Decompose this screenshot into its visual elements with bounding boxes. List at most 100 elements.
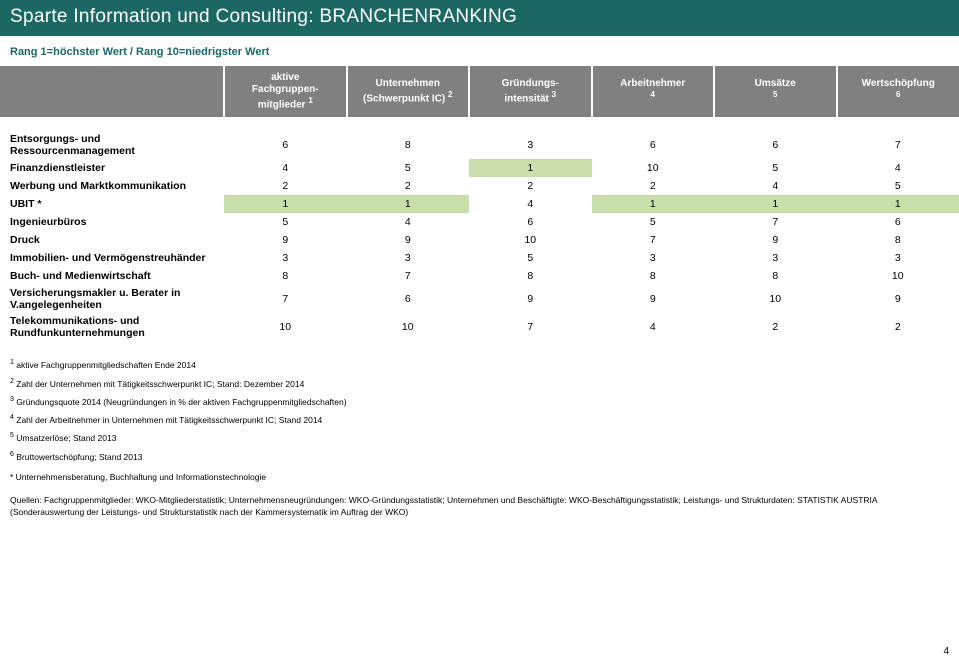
table-row: Finanzdienstleister4511054	[0, 159, 959, 177]
row-label: Finanzdienstleister	[0, 159, 224, 177]
data-cell: 9	[714, 231, 837, 249]
table-row: UBIT *114111	[0, 195, 959, 213]
data-cell: 10	[347, 313, 470, 341]
row-label: Immobilien- und Vermögenstreuhänder	[0, 249, 224, 267]
table-row: Entsorgungs- und Ressourcenmanagement683…	[0, 131, 959, 159]
row-label: Druck	[0, 231, 224, 249]
data-cell: 2	[224, 177, 347, 195]
data-cell: 8	[714, 267, 837, 285]
footnote: 4 Zahl der Arbeitnehmer in Unternehmen m…	[10, 412, 949, 427]
data-cell: 9	[837, 285, 959, 313]
row-label: Telekommunikations- und Rundfunkunterneh…	[0, 313, 224, 341]
data-cell: 1	[224, 195, 347, 213]
data-cell: 5	[224, 213, 347, 231]
page-subtitle: Rang 1=höchster Wert / Rang 10=niedrigst…	[0, 36, 959, 66]
data-cell: 1	[347, 195, 470, 213]
data-cell: 1	[837, 195, 959, 213]
data-cell: 2	[714, 313, 837, 341]
data-cell: 4	[714, 177, 837, 195]
footnote-star: * Unternehmensberatung, Buchhaltung und …	[10, 470, 949, 484]
data-cell: 8	[837, 231, 959, 249]
data-cell: 4	[592, 313, 715, 341]
table-row: Immobilien- und Vermögenstreuhänder33533…	[0, 249, 959, 267]
table-row: Versicherungsmakler u. Berater in V.ange…	[0, 285, 959, 313]
table-row: Buch- und Medienwirtschaft8788810	[0, 267, 959, 285]
footnote: 1 aktive Fachgruppenmitgliedschaften End…	[10, 357, 949, 372]
header-cell: Gründungs-intensität 3	[469, 66, 592, 117]
sources: Quellen: Fachgruppenmitglieder: WKO-Mitg…	[0, 487, 959, 518]
page-title: Sparte Information und Consulting: BRANC…	[0, 0, 959, 36]
footnotes: 1 aktive Fachgruppenmitgliedschaften End…	[0, 341, 959, 484]
footnote: 2 Zahl der Unternehmen mit Tätigkeitssch…	[10, 376, 949, 391]
row-label: Entsorgungs- und Ressourcenmanagement	[0, 131, 224, 159]
data-cell: 1	[592, 195, 715, 213]
data-cell: 6	[469, 213, 592, 231]
row-label: Buch- und Medienwirtschaft	[0, 267, 224, 285]
data-cell: 5	[714, 159, 837, 177]
data-cell: 6	[837, 213, 959, 231]
data-cell: 3	[714, 249, 837, 267]
footnote: 5 Umsatzerlöse; Stand 2013	[10, 430, 949, 445]
data-cell: 10	[469, 231, 592, 249]
data-cell: 6	[347, 285, 470, 313]
data-cell: 2	[592, 177, 715, 195]
data-cell: 4	[347, 213, 470, 231]
data-cell: 6	[224, 131, 347, 159]
table-row: Ingenieurbüros546576	[0, 213, 959, 231]
data-cell: 2	[347, 177, 470, 195]
data-cell: 1	[469, 159, 592, 177]
data-cell: 7	[714, 213, 837, 231]
data-cell: 6	[592, 131, 715, 159]
data-cell: 7	[592, 231, 715, 249]
data-cell: 4	[469, 195, 592, 213]
data-cell: 5	[469, 249, 592, 267]
data-cell: 8	[347, 131, 470, 159]
data-cell: 4	[224, 159, 347, 177]
header-cell	[0, 66, 224, 117]
data-cell: 1	[714, 195, 837, 213]
data-cell: 9	[347, 231, 470, 249]
page-number: 4	[943, 646, 949, 657]
data-cell: 9	[469, 285, 592, 313]
data-cell: 8	[592, 267, 715, 285]
header-cell: aktiveFachgruppen-mitglieder 1	[224, 66, 347, 117]
data-cell: 6	[714, 131, 837, 159]
table-row: Werbung und Marktkommunikation222245	[0, 177, 959, 195]
data-cell: 3	[592, 249, 715, 267]
data-cell: 2	[469, 177, 592, 195]
data-cell: 5	[592, 213, 715, 231]
data-cell: 8	[224, 267, 347, 285]
data-cell: 3	[469, 131, 592, 159]
data-cell: 9	[592, 285, 715, 313]
data-cell: 7	[837, 131, 959, 159]
data-cell: 5	[837, 177, 959, 195]
table-row: Druck9910798	[0, 231, 959, 249]
data-cell: 10	[592, 159, 715, 177]
header-cell: Unternehmen(Schwerpunkt IC) 2	[347, 66, 470, 117]
footnote: 3 Gründungsquote 2014 (Neugründungen in …	[10, 394, 949, 409]
header-cell: Wertschöpfung 6	[837, 66, 959, 117]
header-cell: Umsätze 5	[714, 66, 837, 117]
data-cell: 10	[837, 267, 959, 285]
ranking-table: Entsorgungs- und Ressourcenmanagement683…	[0, 131, 959, 341]
data-cell: 3	[837, 249, 959, 267]
data-cell: 7	[224, 285, 347, 313]
data-cell: 8	[469, 267, 592, 285]
data-cell: 9	[224, 231, 347, 249]
data-cell: 4	[837, 159, 959, 177]
data-cell: 5	[347, 159, 470, 177]
data-cell: 3	[224, 249, 347, 267]
data-cell: 7	[347, 267, 470, 285]
table-row: Telekommunikations- und Rundfunkunterneh…	[0, 313, 959, 341]
ranking-header: aktiveFachgruppen-mitglieder 1Unternehme…	[0, 66, 959, 117]
data-cell: 10	[714, 285, 837, 313]
data-cell: 10	[224, 313, 347, 341]
row-label: UBIT *	[0, 195, 224, 213]
data-cell: 3	[347, 249, 470, 267]
data-cell: 7	[469, 313, 592, 341]
data-cell: 2	[837, 313, 959, 341]
footnote: 6 Bruttowertschöpfung; Stand 2013	[10, 449, 949, 464]
row-label: Ingenieurbüros	[0, 213, 224, 231]
row-label: Versicherungsmakler u. Berater in V.ange…	[0, 285, 224, 313]
row-label: Werbung und Marktkommunikation	[0, 177, 224, 195]
